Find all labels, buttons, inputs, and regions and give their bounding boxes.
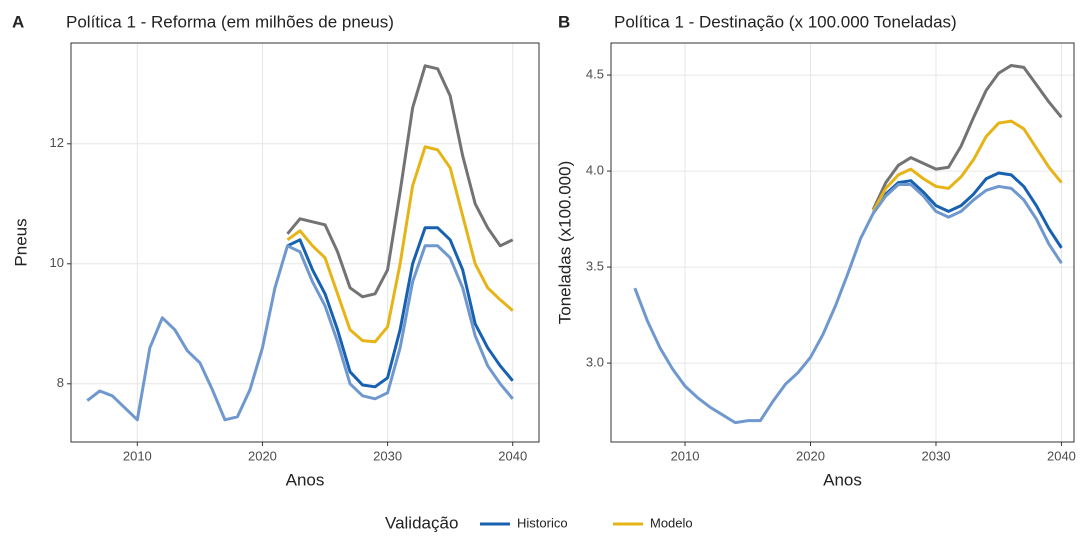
x-tick-label: 2020 [796,448,825,463]
line [286,64,514,299]
y-tick-label: 4.5 [586,67,604,82]
x-tick-label: 2040 [1047,448,1076,463]
line [871,63,1063,211]
y-tick-label: 3.0 [586,355,604,370]
x-tick-label: 2020 [248,448,277,463]
line [871,171,1063,249]
panel-border [70,42,540,443]
x-tick-label: 2030 [922,448,951,463]
y-tick-label: 8 [57,375,64,390]
line [286,226,514,389]
x-tick-label: 2040 [498,448,527,463]
panel-border [610,42,1075,443]
line [286,145,514,344]
line [86,244,514,422]
chart-title: Política 1 - Destinação (x 100.000 Tonel… [614,12,957,31]
x-tick-label: 2010 [123,448,152,463]
y-tick-label: 10 [50,255,64,270]
panel-label: A [12,12,24,31]
y-axis-title: Pneus [11,218,30,266]
chart-title: Política 1 - Reforma (em milhões de pneu… [66,12,394,31]
line [633,183,1063,425]
y-tick-label: 3.5 [586,259,604,274]
x-tick-label: 2030 [373,448,402,463]
y-tick-label: 4.0 [586,163,604,178]
line [871,119,1063,213]
legend-title: Validação [385,513,458,532]
y-tick-label: 12 [50,135,64,150]
panel-label: B [558,12,570,31]
y-axis-title: Toneladas (x100.000) [555,161,574,325]
x-axis-title: Anos [823,470,862,489]
x-axis-title: Anos [286,470,325,489]
x-tick-label: 2010 [671,448,700,463]
legend-label: Historico [517,515,568,530]
legend-label: Modelo [650,515,693,530]
